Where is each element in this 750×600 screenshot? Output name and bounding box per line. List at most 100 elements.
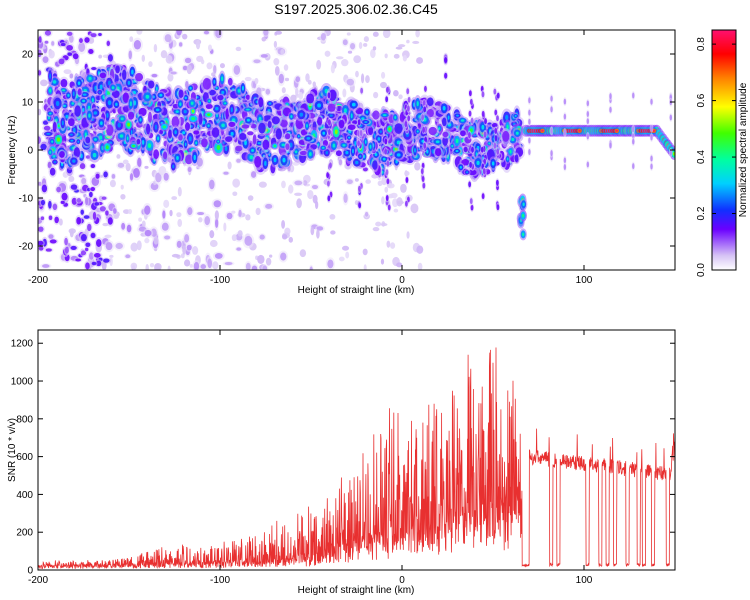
- heatmap-cell: [125, 254, 131, 259]
- heatmap-cell: [435, 148, 442, 157]
- heatmap-cell-core: [435, 140, 440, 144]
- heatmap-cell: [347, 50, 353, 54]
- heatmap-cell: [207, 44, 213, 52]
- heatmap-cell: [421, 114, 425, 121]
- heatmap-cell-core: [106, 112, 109, 118]
- heatmap-cell-core: [230, 107, 233, 113]
- heatmap-cell-core: [459, 165, 462, 169]
- heatmap-cell: [109, 254, 114, 258]
- heatmap-cell: [377, 180, 383, 187]
- heatmap-cell-core: [61, 120, 64, 126]
- heatmap-cell-core: [159, 93, 163, 97]
- heatmap-cell: [93, 253, 101, 258]
- heatmap-cell: [414, 162, 421, 171]
- heatmap-cell: [144, 165, 149, 169]
- heatmap-cell-core: [184, 96, 187, 100]
- heatmap-cell: [358, 185, 361, 192]
- heatmap-cell: [420, 168, 424, 175]
- heatmap-cell: [262, 265, 268, 270]
- heatmap-cell: [423, 142, 427, 149]
- heatmap-cell: [232, 178, 241, 188]
- heatmap-cell: [136, 30, 143, 35]
- heatmap-cell: [288, 184, 294, 194]
- heatmap-cell: [261, 36, 267, 42]
- heatmap-cell: [182, 245, 187, 255]
- heatmap-cell: [165, 54, 173, 64]
- heatmap-cell: [117, 162, 125, 168]
- heatmap-cell: [75, 258, 81, 262]
- heatmap-cell-core: [342, 144, 346, 147]
- heatmap-cell-core: [48, 112, 52, 115]
- heatmap-cell: [311, 184, 319, 190]
- heatmap-cell: [115, 242, 123, 250]
- heatmap-cell: [44, 30, 52, 36]
- heatmap-cell-core: [522, 232, 525, 237]
- heatmap-cell: [215, 218, 219, 229]
- heatmap-cell: [205, 103, 213, 109]
- heatmap-cell-core: [67, 93, 70, 97]
- heatmap-cell: [364, 211, 369, 217]
- heatmap-cell-core: [94, 138, 97, 141]
- heatmap-cell: [40, 199, 46, 206]
- heatmap-cell: [187, 207, 193, 216]
- heatmap-cell: [171, 196, 178, 201]
- heatmap-cell-core: [299, 112, 304, 117]
- heatmap-cell-core: [317, 103, 321, 108]
- heatmap-cell: [94, 202, 100, 206]
- heatmap-cell-core: [215, 106, 219, 111]
- heatmap-cell-core: [273, 157, 277, 163]
- heatmap-cell: [38, 240, 44, 246]
- heatmap-cell: [385, 86, 389, 93]
- heatmap-cell: [262, 139, 270, 150]
- heatmap-cell: [239, 132, 247, 140]
- heatmap-cell: [480, 146, 484, 153]
- heatmap-cell: [258, 122, 266, 134]
- heatmap-cell-core: [246, 108, 250, 111]
- heatmap-cell-core: [306, 124, 308, 128]
- heatmap-cell: [495, 179, 499, 186]
- heatmap-cell: [72, 53, 79, 60]
- heatmap-cell: [317, 116, 323, 126]
- heatmap-cell: [255, 207, 261, 216]
- heatmap-cell-core: [111, 86, 115, 90]
- heatmap-cell: [397, 200, 404, 205]
- heatmap-cell-core: [506, 157, 509, 161]
- heatmap-cell: [189, 264, 193, 268]
- heatmap-cell: [358, 41, 363, 50]
- heatmap-cell: [70, 245, 77, 251]
- heatmap-cell: [186, 64, 193, 75]
- heatmap-cell-core: [207, 124, 210, 127]
- heatmap-cell: [237, 230, 243, 237]
- heatmap-cell: [483, 131, 487, 138]
- heatmap-cell: [85, 196, 89, 206]
- heatmap-cell: [288, 236, 294, 243]
- heatmap-cell: [407, 96, 411, 103]
- heatmap-cell: [350, 42, 356, 50]
- heatmap-cell: [359, 129, 363, 136]
- heatmap-cell: [496, 148, 500, 155]
- heatmap-cell: [204, 216, 211, 226]
- heatmap-cell: [209, 239, 218, 248]
- heatmap-cell: [148, 61, 153, 67]
- heatmap-cell: [428, 126, 437, 136]
- heatmap-cell: [404, 170, 410, 176]
- heatmap-cell: [404, 121, 408, 128]
- heatmap-cell-core: [221, 76, 224, 82]
- heatmap-cell: [78, 42, 86, 52]
- heatmap-cell: [327, 259, 334, 269]
- heatmap-cell: [183, 259, 191, 267]
- heatmap-cell: [363, 42, 368, 47]
- heatmap-cell: [211, 127, 220, 138]
- heatmap-cell-core: [364, 139, 367, 144]
- heatmap-cell: [176, 212, 182, 218]
- heatmap-cell: [461, 159, 470, 166]
- heatmap-cell: [273, 40, 278, 48]
- heatmap-cell: [380, 258, 385, 265]
- heatmap-cell: [95, 260, 102, 267]
- heatmap-cell-core: [105, 145, 109, 150]
- heatmap-cell: [155, 172, 162, 183]
- heatmap-cell: [396, 262, 403, 268]
- heatmap-cell: [149, 263, 155, 268]
- heatmap-cell: [258, 97, 264, 108]
- heatmap-cell: [502, 130, 510, 142]
